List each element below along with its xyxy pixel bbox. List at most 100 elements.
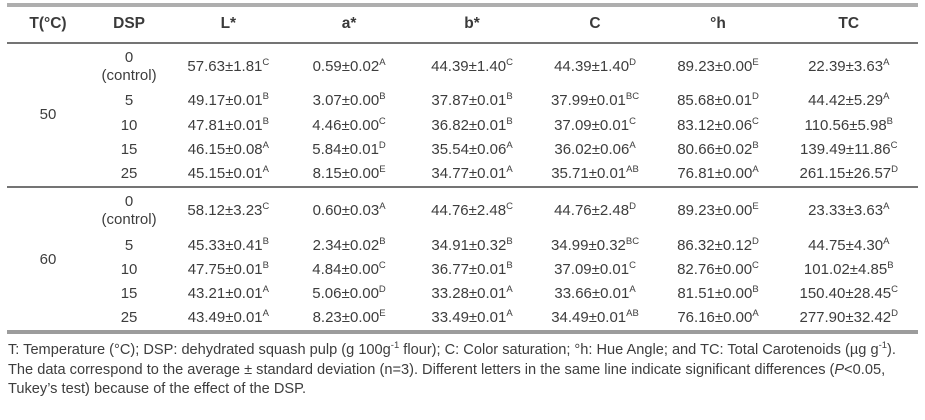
value-cell: 36.02±0.06A bbox=[534, 138, 657, 162]
results-table: T(°C) DSP L* a* b* C °h TC 50 0 (control) 5… bbox=[7, 3, 918, 335]
measurement-value: 34.99±0.32 bbox=[550, 236, 626, 254]
value-cell: 110.56±5.98B bbox=[780, 114, 919, 138]
significance-letter: C bbox=[378, 259, 386, 271]
table-row: 10 47.81±0.01B 4.46±0.00C 36.82±0.01B 37.09±… bbox=[7, 114, 918, 138]
measurement-value: 4.84±0.00 bbox=[312, 260, 379, 278]
significance-letter: E bbox=[379, 308, 386, 320]
dsp-cell: 0 (control) bbox=[89, 43, 169, 89]
value-cell: 86.32±0.12D bbox=[657, 234, 780, 258]
value-cell: 44.76±2.48D bbox=[534, 187, 657, 233]
measurement-value: 277.90±32.42 bbox=[799, 309, 892, 327]
value-cell: 150.40±28.45C bbox=[780, 282, 919, 306]
temperature-cell: 50 bbox=[39, 106, 57, 124]
column-header-total-carotenoids: TC bbox=[779, 5, 918, 44]
measurement-value: 22.39±3.63 bbox=[808, 58, 884, 76]
measurement-value: 5.84±0.01 bbox=[312, 140, 379, 158]
value-cell: 277.90±32.42D bbox=[780, 306, 919, 332]
document-page: T(°C) DSP L* a* b* C °h TC 50 0 (control) 5… bbox=[7, 3, 918, 397]
significance-letter: D bbox=[378, 283, 386, 295]
value-cell: 47.81±0.01B bbox=[169, 114, 287, 138]
footnote-text: P bbox=[834, 361, 845, 378]
table-row: 5 49.17±0.01B 3.07±0.00B 37.87±0.01B 37.99±0… bbox=[7, 89, 918, 113]
value-cell: 33.66±0.01A bbox=[534, 282, 657, 306]
significance-letter: C bbox=[378, 115, 386, 127]
value-cell: 45.15±0.01A bbox=[169, 162, 287, 187]
table-row: 60 0 (control) 58.12±3.23C 0.60±0.03A 44.76±2… bbox=[7, 187, 918, 267]
value-cell: 85.68±0.01D bbox=[657, 89, 780, 113]
measurement-value: 44.76±2.48 bbox=[431, 202, 507, 220]
measurement-value: 76.81±0.00 bbox=[677, 164, 753, 182]
significance-letter: A bbox=[506, 308, 513, 320]
value-cell: 0.60±0.03A bbox=[288, 187, 411, 233]
measurement-value: 49.17±0.01 bbox=[187, 92, 263, 110]
table-row: 5 45.33±0.41B 2.34±0.02B 34.91±0.32B 34.99±0… bbox=[7, 234, 918, 258]
significance-letter: A bbox=[752, 308, 759, 320]
dsp-value: 5 bbox=[124, 92, 134, 110]
column-header-lightness: L* bbox=[169, 5, 288, 44]
measurement-value: 34.91±0.32 bbox=[431, 236, 507, 254]
measurement-value: 35.54±0.06 bbox=[431, 140, 507, 158]
value-cell: 2.34±0.02B bbox=[288, 234, 411, 258]
measurement-value: 44.39±1.40 bbox=[431, 58, 507, 76]
significance-letter: A bbox=[629, 139, 636, 151]
measurement-value: 83.12±0.06 bbox=[677, 116, 753, 134]
value-cell: 4.46±0.00C bbox=[288, 114, 411, 138]
measurement-value: 34.49±0.01 bbox=[551, 309, 627, 327]
value-cell: 5.06±0.00D bbox=[288, 282, 411, 306]
measurement-value: 2.34±0.02 bbox=[312, 236, 380, 254]
significance-letter: B bbox=[262, 235, 269, 247]
significance-letter: B bbox=[887, 259, 894, 271]
dsp-control-label: (control) bbox=[101, 67, 157, 85]
significance-letter: B bbox=[506, 115, 513, 127]
measurement-value: 101.02±4.85 bbox=[803, 260, 888, 278]
significance-letter: E bbox=[752, 57, 759, 69]
measurement-value: 44.42±5.29 bbox=[808, 92, 884, 110]
value-cell: 82.76±0.00C bbox=[657, 258, 780, 282]
dsp-value: 15 bbox=[120, 140, 138, 158]
significance-letter: A bbox=[883, 91, 890, 103]
column-header-color-saturation: C bbox=[533, 5, 657, 44]
dsp-cell: 10 bbox=[89, 258, 169, 282]
column-header-a-star: a* bbox=[287, 5, 411, 44]
significance-letter: D bbox=[891, 163, 899, 175]
dsp-value: 25 bbox=[120, 164, 138, 182]
measurement-value: 33.28±0.01 bbox=[431, 284, 507, 302]
dsp-cell: 25 bbox=[89, 162, 169, 187]
significance-letter: B bbox=[379, 235, 386, 247]
significance-letter: E bbox=[752, 201, 759, 213]
significance-letter: AB bbox=[626, 308, 639, 320]
significance-letter: A bbox=[506, 163, 513, 175]
footnote-text: flour); C: Color saturation; °h: Hue Ang… bbox=[399, 342, 879, 359]
value-cell: 46.15±0.08A bbox=[169, 138, 287, 162]
significance-letter: C bbox=[752, 259, 759, 271]
dsp-control-label: (control) bbox=[101, 211, 157, 229]
significance-letter: A bbox=[379, 57, 386, 69]
measurement-value: 0.60±0.03 bbox=[312, 202, 380, 220]
significance-letter: C bbox=[629, 115, 636, 127]
header-row: T(°C) DSP L* a* b* C °h TC bbox=[7, 5, 918, 44]
significance-letter: B bbox=[379, 91, 386, 103]
column-header-temperature: T(°C) bbox=[7, 5, 89, 44]
dsp-value: 0 bbox=[124, 193, 134, 211]
significance-letter: D bbox=[629, 201, 636, 213]
significance-letter: BC bbox=[625, 91, 640, 103]
table-row: 15 46.15±0.08A 5.84±0.01D 35.54±0.06A 36.02±… bbox=[7, 138, 918, 162]
significance-letter: B bbox=[506, 91, 513, 103]
significance-letter: A bbox=[506, 283, 513, 295]
dsp-cell: 5 bbox=[89, 234, 169, 258]
dsp-cell: 15 bbox=[89, 282, 169, 306]
significance-letter: A bbox=[262, 139, 269, 151]
significance-letter: A bbox=[506, 139, 513, 151]
measurement-value: 44.75±4.30 bbox=[808, 236, 884, 254]
temperature-group: 60 0 (control) 58.12±3.23C 0.60±0.03A 44.76±2… bbox=[7, 187, 918, 332]
significance-letter: C bbox=[262, 57, 270, 69]
significance-letter: B bbox=[752, 139, 759, 151]
value-cell: 33.28±0.01A bbox=[411, 282, 534, 306]
value-cell: 33.49±0.01A bbox=[411, 306, 534, 332]
column-header-dsp: DSP bbox=[88, 5, 170, 44]
value-cell: 3.07±0.00B bbox=[288, 89, 411, 113]
value-cell: 49.17±0.01B bbox=[169, 89, 287, 113]
significance-letter: A bbox=[262, 163, 269, 175]
value-cell: 34.91±0.32B bbox=[411, 234, 534, 258]
significance-letter: C bbox=[890, 139, 898, 151]
